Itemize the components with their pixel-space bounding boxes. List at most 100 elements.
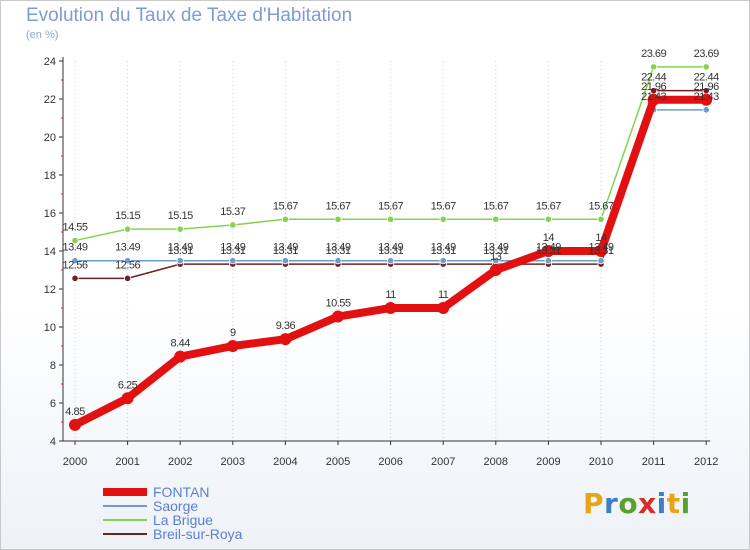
chart-title: Evolution du Taux de Taxe d'Habitation — [26, 5, 353, 26]
data-label-breil-sur-roya: 12.56 — [62, 259, 87, 271]
point-saorge — [281, 257, 289, 265]
data-label-breil-sur-roya: 13.31 — [378, 245, 403, 257]
chart-subtitle: (en %) — [26, 29, 59, 41]
point-la-brigue — [334, 215, 342, 223]
point-saorge — [71, 257, 79, 265]
point-fontan — [69, 418, 81, 431]
point-saorge — [229, 257, 237, 265]
point-la-brigue — [492, 215, 500, 223]
logo-letter: r — [604, 487, 619, 520]
x-tick-label: 2009 — [536, 456, 560, 468]
data-label-la-brigue: 15.15 — [168, 210, 193, 222]
y-tick-label: 16 — [44, 208, 56, 220]
data-label-fontan: 8.44 — [170, 338, 190, 350]
x-tick-label: 2007 — [431, 456, 455, 468]
x-tick-label: 2005 — [326, 456, 350, 468]
data-label-saorge: 13.49 — [536, 242, 561, 254]
logo-letter: i — [656, 487, 667, 520]
data-label-breil-sur-roya: 13.31 — [431, 245, 456, 257]
data-label-la-brigue: 23.69 — [641, 48, 666, 60]
point-saorge — [492, 257, 500, 265]
point-saorge — [544, 257, 553, 265]
point-la-brigue — [71, 236, 79, 245]
x-tick-label: 2001 — [115, 456, 139, 468]
data-labels: 12.56 12.56 13.31 13.31 13.31 13.31 13.31 13.31… — [62, 48, 719, 418]
point-la-brigue — [597, 215, 605, 223]
data-label-fontan: 11 — [385, 289, 396, 301]
data-label-breil-sur-roya: 22.44 — [641, 72, 666, 84]
point-fontan — [595, 245, 607, 257]
logo-letter: P — [583, 487, 605, 520]
data-label-breil-sur-roya: 13.31 — [536, 245, 561, 257]
point-saorge — [386, 257, 395, 265]
data-label-saorge: 13.49 — [325, 242, 350, 254]
x-tick-label: 2011 — [642, 456, 666, 468]
point-saorge — [439, 257, 447, 265]
data-label-fontan: 14 — [595, 232, 607, 244]
point-saorge — [124, 257, 132, 265]
data-label-saorge: 21.43 — [694, 91, 719, 103]
point-saorge — [334, 257, 342, 265]
data-label-saorge: 13.49 — [588, 242, 613, 254]
y-tick-label: 6 — [50, 398, 56, 410]
data-label-la-brigue: 14.55 — [62, 222, 87, 234]
data-label-la-brigue: 15.67 — [536, 200, 561, 212]
data-label-saorge: 13.49 — [115, 242, 140, 254]
y-tick-label: 10 — [44, 322, 56, 334]
data-label-fontan: 21.96 — [694, 81, 719, 93]
point-fontan — [489, 264, 502, 276]
point-la-brigue — [649, 63, 658, 71]
data-label-fontan: 6.25 — [118, 379, 138, 391]
x-tick-label: 2012 — [694, 456, 718, 468]
data-label-breil-sur-roya: 12.56 — [115, 259, 140, 271]
x-tick-label: 2008 — [484, 456, 508, 468]
point-fontan — [174, 350, 187, 363]
data-label-la-brigue: 15.67 — [588, 200, 613, 212]
data-label-la-brigue: 23.69 — [694, 48, 719, 60]
point-fontan — [700, 93, 713, 106]
data-label-la-brigue: 15.67 — [431, 200, 456, 212]
point-fontan — [279, 333, 292, 346]
data-label-la-brigue: 15.67 — [378, 200, 403, 212]
data-label-saorge: 21.43 — [641, 91, 666, 103]
y-tick-label: 24 — [44, 56, 56, 68]
point-fontan — [332, 310, 344, 323]
point-la-brigue — [176, 225, 184, 233]
point-fontan — [542, 245, 555, 257]
x-tick-label: 2003 — [221, 456, 245, 468]
legend-swatch-fontan — [103, 488, 147, 496]
data-label-saorge: 13.49 — [431, 242, 456, 254]
point-fontan — [226, 340, 239, 352]
data-label-la-brigue: 15.37 — [220, 206, 245, 218]
data-label-saorge: 13.49 — [378, 242, 403, 254]
point-fontan — [437, 302, 450, 314]
y-tick-label: 12 — [44, 284, 56, 296]
data-label-la-brigue: 15.67 — [273, 200, 298, 212]
data-label-la-brigue: 15.67 — [483, 200, 508, 212]
data-label-breil-sur-roya: 13.31 — [483, 245, 508, 257]
data-label-breil-sur-roya: 22.44 — [694, 72, 719, 84]
data-label-la-brigue: 15.67 — [325, 200, 350, 212]
legend-label-breil-sur-roya: Breil-sur-Roya — [153, 526, 243, 542]
y-tick-label: 22 — [44, 94, 56, 106]
point-la-brigue — [544, 215, 553, 223]
legend-swatch-saorge — [103, 505, 147, 507]
data-label-la-brigue: 15.15 — [115, 210, 140, 222]
series-lines — [69, 63, 713, 431]
point-saorge — [597, 257, 605, 265]
proxiti-logo: Proxiti — [583, 487, 691, 520]
legend-label-saorge: Saorge — [153, 498, 199, 514]
logo-letter: x — [638, 487, 657, 520]
data-label-breil-sur-roya: 13.31 — [325, 245, 350, 257]
data-label-breil-sur-roya: 13.31 — [168, 245, 193, 257]
y-tick-label: 20 — [44, 132, 56, 144]
point-la-brigue — [702, 63, 710, 71]
axes: 4 6 8 10 12 14 16 18 20 22 24 2000 2001 2002 2003 2004 2… — [44, 56, 719, 468]
data-label-fontan: 10.55 — [325, 298, 350, 310]
data-label-fontan: 11 — [438, 289, 449, 301]
legend-label-la-brigue: La Brigue — [153, 512, 213, 528]
point-la-brigue — [386, 215, 395, 223]
point-la-brigue — [229, 221, 237, 229]
